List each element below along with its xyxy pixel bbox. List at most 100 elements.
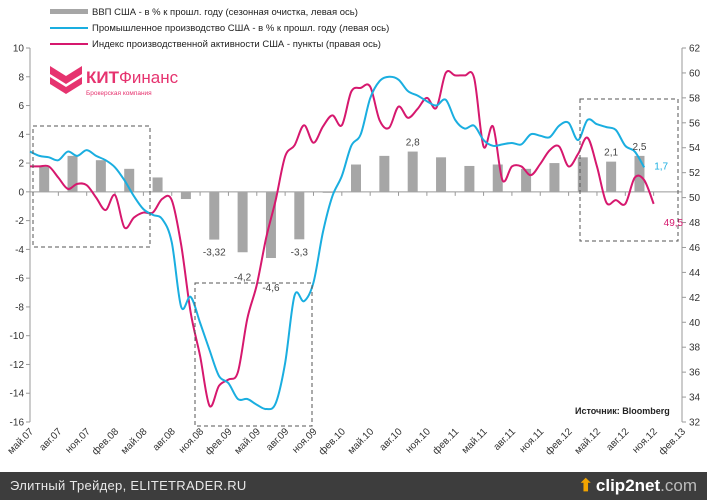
- highlight-box-2007: [32, 125, 151, 248]
- left-tick-label: 4: [18, 130, 24, 141]
- gdp-bar: [95, 160, 106, 192]
- x-tick-label: ноя.12: [630, 426, 660, 456]
- x-tick-label: авг.11: [492, 426, 519, 453]
- gdp-bar: [436, 157, 447, 192]
- data-label: 2,5: [633, 142, 647, 153]
- x-tick-label: май.10: [346, 426, 377, 457]
- x-tick-label: май.09: [233, 426, 264, 457]
- gdp-bar: [577, 157, 588, 192]
- gdp-bar: [521, 168, 532, 192]
- highlight-box-2009: [194, 282, 313, 427]
- data-label: 49,5: [664, 218, 684, 229]
- right-tick-label: 54: [689, 143, 701, 154]
- x-tick-label: авг.07: [37, 426, 64, 453]
- gdp-bar: [294, 191, 305, 240]
- left-tick-label: 8: [18, 72, 24, 83]
- source-note: Источник: Bloomberg: [575, 406, 670, 416]
- right-tick-label: 32: [689, 418, 701, 429]
- data-labels: -3,32 -4,2 -4,6 -3,3 2,8 2,1 2,5 1,7 49,5: [203, 138, 684, 294]
- gdp-bar: [634, 155, 645, 192]
- gdp-bar: [464, 165, 475, 192]
- left-tick-label: -8: [15, 302, 24, 313]
- gdp-bar: [407, 151, 418, 192]
- data-label: -4,2: [234, 272, 252, 283]
- legend-label-gdp: ВВП США - в % к прошл. году (сезонная оч…: [92, 7, 358, 18]
- x-tick-label: ноя.10: [404, 426, 434, 456]
- gdp-bar: [67, 155, 78, 192]
- data-label: -3,3: [291, 247, 309, 258]
- left-tick-label: 2: [18, 159, 24, 170]
- x-tick-label: фев.13: [656, 425, 688, 457]
- right-tick-label: 44: [689, 268, 701, 279]
- right-tick-label: 36: [689, 368, 701, 379]
- gdp-bar: [209, 191, 220, 240]
- left-tick-label: -12: [10, 360, 25, 371]
- x-tick-label: фев.12: [543, 425, 575, 457]
- footer-bar: Элитный Трейдер, ELITETRADER.RU ⬆ clip2ne…: [0, 472, 707, 500]
- x-tick-label: май.07: [6, 426, 37, 457]
- gdp-bar: [322, 191, 333, 193]
- left-tick-label: -2: [15, 216, 24, 227]
- left-tick-label: -4: [15, 245, 24, 256]
- legend: ВВП США - в % к прошл. году (сезонная оч…: [50, 7, 389, 50]
- right-tick-label: 40: [689, 318, 701, 329]
- x-tick-label: фев.11: [430, 425, 462, 457]
- gdp-bar: [265, 191, 276, 259]
- right-tick-label: 50: [689, 193, 701, 204]
- data-label: -3,32: [203, 248, 226, 259]
- x-tick-label: май.11: [460, 426, 490, 456]
- x-tick-label: май.12: [573, 426, 604, 457]
- footer-site-label: Элитный Трейдер, ELITETRADER.RU: [10, 478, 247, 493]
- right-tick-label: 60: [689, 68, 701, 79]
- svg-text:КИТФинанс: КИТФинанс: [86, 68, 179, 87]
- left-tick-label: -16: [10, 418, 25, 429]
- pmi-line: [30, 70, 655, 408]
- x-tick-label: фев.09: [203, 425, 235, 457]
- highlight-box-2012: [579, 98, 679, 242]
- left-tick-label: 10: [13, 44, 25, 55]
- right-tick-label: 58: [689, 93, 701, 104]
- left-tick-label: -10: [10, 331, 25, 342]
- gdp-bar: [124, 168, 135, 192]
- legend-swatch-gdp: [50, 9, 88, 14]
- left-tick-label: -14: [10, 389, 25, 400]
- x-tick-label: ноя.08: [177, 426, 207, 456]
- data-label: -4,6: [262, 283, 280, 294]
- gdp-bar: [237, 191, 248, 253]
- gdp-bar: [39, 165, 50, 192]
- axes: 1086420-2-4-6-8-10-12-14-166260585654525…: [6, 44, 701, 458]
- left-tick-label: 0: [18, 187, 24, 198]
- right-tick-label: 56: [689, 118, 701, 129]
- gdp-bars: [39, 151, 645, 259]
- industrial-production-line: [29, 75, 646, 411]
- x-tick-label: фев.08: [89, 425, 121, 457]
- x-tick-label: май.08: [119, 426, 150, 457]
- x-tick-label: ноя.09: [290, 426, 320, 456]
- gdp-bar: [180, 191, 191, 200]
- lines: [29, 70, 655, 411]
- right-tick-label: 62: [689, 44, 701, 55]
- data-label: 2,8: [406, 138, 420, 149]
- x-tick-label: авг.08: [151, 426, 178, 453]
- x-tick-label: ноя.07: [64, 426, 94, 456]
- gdp-bar: [606, 161, 617, 192]
- x-tick-label: авг.09: [264, 426, 291, 453]
- x-tick-label: фев.10: [316, 425, 348, 457]
- gdp-bar: [549, 163, 560, 192]
- x-tick-label: авг.10: [378, 426, 405, 453]
- x-tick-label: авг.12: [604, 426, 631, 453]
- gdp-bar: [492, 164, 503, 192]
- right-tick-label: 52: [689, 168, 701, 179]
- chart: ВВП США - в % к прошл. году (сезонная оч…: [6, 7, 701, 458]
- legend-label-ip: Промышленное производство США - в % к пр…: [92, 23, 389, 34]
- clip2net-logo[interactable]: ⬆ clip2net.com: [578, 476, 697, 495]
- gdp-bar: [152, 177, 163, 192]
- legend-label-pmi: Индекс производственной активности США -…: [92, 39, 381, 50]
- left-tick-label: -6: [15, 274, 24, 285]
- x-tick-label: ноя.11: [518, 426, 547, 455]
- right-tick-label: 34: [689, 393, 701, 404]
- gdp-bar: [351, 164, 361, 192]
- right-tick-label: 46: [689, 243, 701, 254]
- svg-text:Брокерская компания: Брокерская компания: [86, 90, 152, 97]
- gdp-bar: [379, 155, 390, 192]
